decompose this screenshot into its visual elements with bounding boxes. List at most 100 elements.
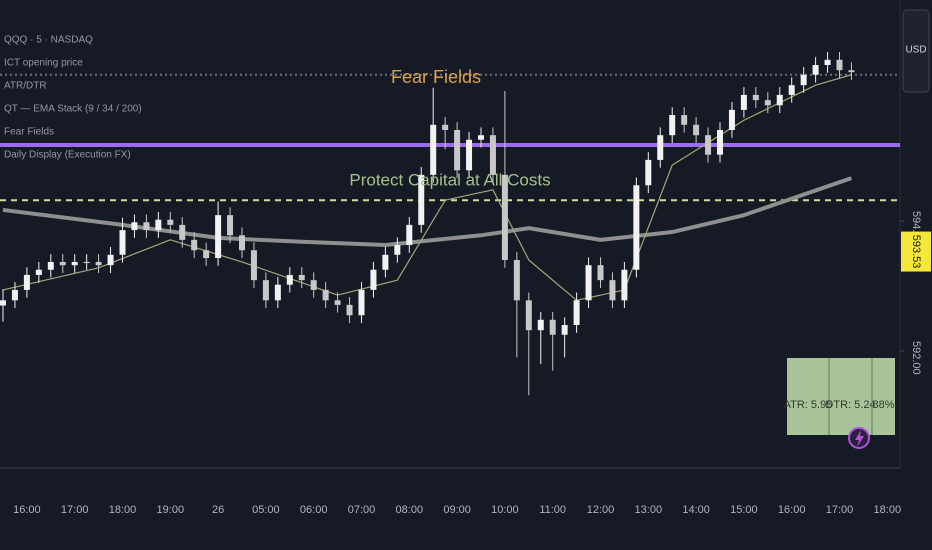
candle-body: [131, 222, 138, 231]
candle-body: [657, 135, 664, 160]
x-tick-label: 11:00: [539, 504, 566, 516]
candle-body: [848, 70, 855, 73]
y-tick-label: 592.00: [910, 341, 922, 375]
indicator-label: QT — EMA Stack (9 / 34 / 200): [4, 104, 142, 115]
x-tick-label: 06:00: [300, 504, 328, 516]
candle-body: [47, 261, 54, 270]
x-tick-label: 08:00: [396, 504, 424, 516]
candle-body: [394, 245, 401, 255]
candle-body: [382, 254, 389, 270]
candle-body: [609, 280, 616, 301]
moving-average: [2, 176, 853, 248]
candle-body: [71, 261, 78, 266]
candle-body: [346, 304, 353, 316]
candle-body: [573, 300, 580, 325]
candle-body: [752, 94, 759, 101]
candle-body: [418, 174, 425, 225]
candle-body: [645, 159, 652, 186]
candle-body: [740, 94, 747, 110]
candle-body: [633, 185, 640, 270]
price-tag-label: 593.53: [910, 235, 922, 269]
x-tick-label: 09:00: [443, 504, 471, 516]
currency-button[interactable]: [902, 9, 930, 93]
candle-body: [430, 124, 437, 175]
annotation: Fear Fields: [391, 67, 481, 87]
candle-body: [310, 280, 317, 290]
candle-body: [239, 235, 245, 251]
candle-body: [549, 319, 556, 335]
candle-body: [59, 261, 66, 266]
atr-cell: 88%: [872, 399, 894, 411]
candle-body: [23, 274, 30, 290]
candle-body: [561, 325, 568, 335]
candle-body: [274, 284, 281, 301]
candle-body: [358, 289, 365, 316]
candle-body: [155, 219, 162, 231]
candle-body: [370, 269, 377, 290]
x-tick-label: 05:00: [252, 504, 280, 516]
candle-body: [585, 265, 592, 301]
candle-body: [764, 100, 771, 106]
candle-body: [597, 265, 604, 281]
indicator-label: ICT opening price: [4, 58, 83, 69]
candle-body: [824, 59, 831, 65]
x-tick-label: 16:00: [13, 504, 41, 516]
candle-body: [442, 124, 449, 130]
candle-body: [776, 94, 783, 106]
candle-body: [179, 224, 186, 240]
candle-body: [537, 319, 544, 331]
candle-body: [693, 124, 700, 136]
x-tick-label: 12:00: [587, 504, 615, 516]
x-tick-label: 14:00: [682, 504, 710, 516]
annotation: Protect Capital at All Costs: [349, 170, 550, 189]
candle-body: [322, 289, 329, 301]
candle-body: [11, 289, 18, 301]
candle-body: [478, 135, 484, 140]
x-tick-label: 13:00: [635, 504, 663, 516]
candle-body: [286, 274, 293, 285]
candle-body: [107, 254, 114, 266]
x-tick-label: 18:00: [109, 504, 137, 516]
candle-body: [191, 239, 198, 251]
atr-cell: ATR: 5.95: [784, 399, 833, 411]
candle-body: [262, 280, 269, 301]
candle-body: [489, 135, 496, 175]
candle-body: [669, 115, 676, 136]
candle-body: [250, 250, 257, 281]
currency: USD: [905, 45, 926, 56]
x-tick-label: 15:00: [730, 504, 758, 516]
candle-body: [681, 115, 688, 125]
x-tick-label: 10:00: [491, 504, 519, 516]
candle-body: [83, 261, 90, 263]
candle-body: [227, 215, 234, 236]
candle-body: [215, 215, 222, 259]
candle-body: [525, 300, 532, 331]
candle-body: [298, 274, 305, 281]
candle-body: [501, 174, 508, 260]
atr-cell: DTR: 5.24: [825, 399, 875, 411]
candle-body: [812, 65, 819, 75]
candle-body: [119, 230, 126, 255]
candle-body: [203, 250, 210, 259]
x-tick-label: 19:00: [157, 504, 185, 516]
indicator-label: Fear Fields: [4, 127, 54, 138]
candle-body: [788, 85, 795, 95]
candle-body: [406, 224, 413, 246]
indicator-label: ATR/DTR: [4, 81, 47, 92]
x-tick-label: 17:00: [61, 504, 89, 516]
candle-body: [334, 300, 341, 305]
candle-body: [513, 260, 520, 301]
indicator-label: Daily Display (Execution FX): [4, 150, 131, 161]
candle-body: [705, 135, 712, 155]
symbol-title: QQQ · 5 · NASDAQ: [4, 35, 93, 46]
candle-body: [800, 74, 807, 86]
candle-body: [167, 219, 174, 225]
candle-body: [466, 139, 473, 171]
x-tick-label: 07:00: [348, 504, 376, 516]
candle-body: [836, 59, 843, 71]
candle-body: [717, 130, 723, 155]
candle-body: [95, 261, 102, 266]
alert-bolt: [855, 430, 864, 447]
